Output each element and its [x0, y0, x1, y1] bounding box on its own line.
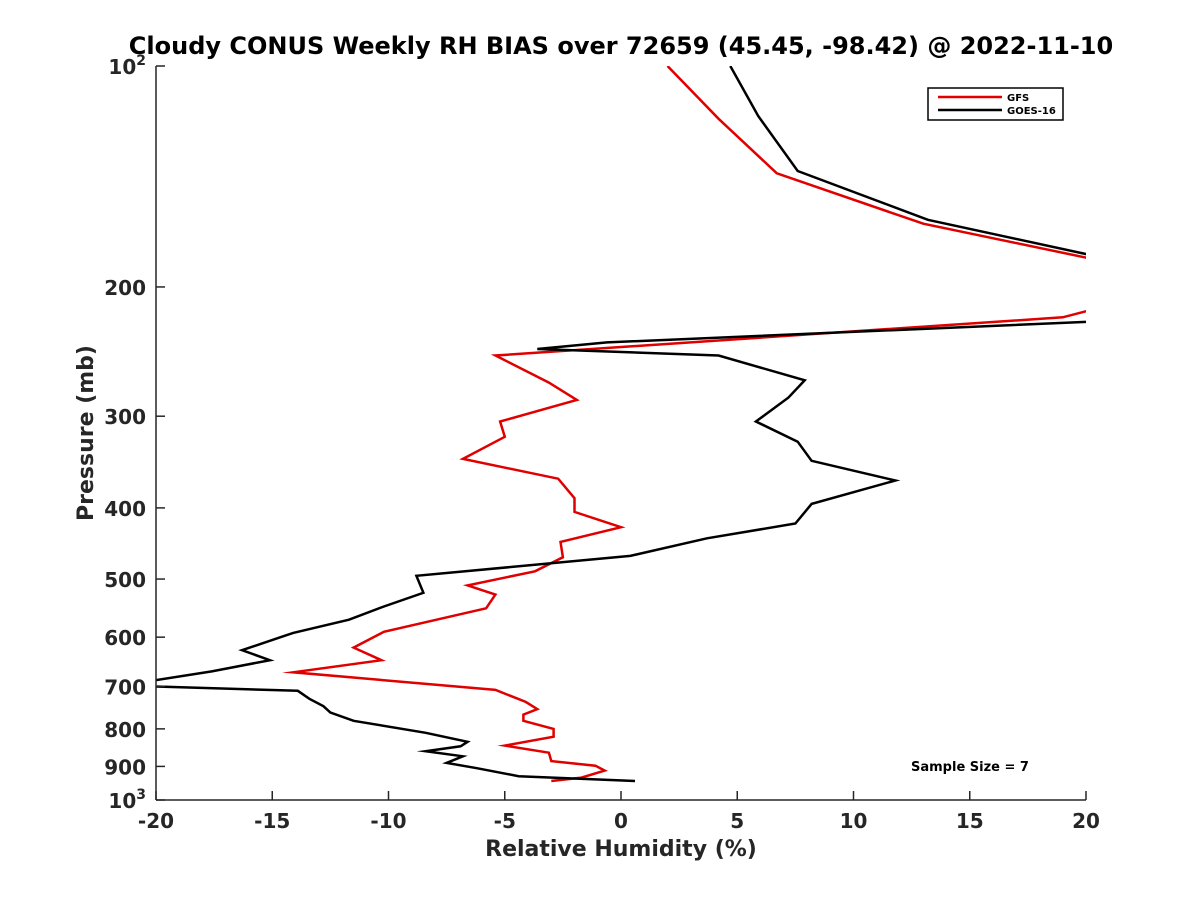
x-tick-label: -20 — [138, 809, 174, 833]
legend: GFS GOES-16 — [927, 87, 1064, 121]
y-tick-label: 300 — [104, 405, 146, 429]
x-tick-label: 15 — [956, 809, 984, 833]
y-tick-label: 600 — [104, 626, 146, 650]
y-tick-label: 700 — [104, 675, 146, 699]
y-tick-label: 102 — [108, 53, 146, 79]
x-tick-label: 20 — [1072, 809, 1100, 833]
y-tick-label: 800 — [104, 718, 146, 742]
y-tick-label: 400 — [104, 497, 146, 521]
series-line-gfs — [281, 66, 1086, 783]
chart-title: Cloudy CONUS Weekly RH BIAS over 72659 (… — [129, 32, 1113, 60]
y-tick-label: 900 — [104, 755, 146, 779]
x-tick-label: -5 — [494, 809, 516, 833]
y-tick-label: 200 — [104, 276, 146, 300]
y-tick-label: 500 — [104, 568, 146, 592]
legend-gfs-label: GFS — [1007, 93, 1029, 104]
x-axis-label: Relative Humidity (%) — [485, 837, 757, 862]
y-tick-label: 103 — [108, 787, 146, 813]
plot-area: -20 -15 -10 -5 0 5 10 15 20 102 200 300 400 500 600 70… — [104, 53, 1100, 833]
x-tick-label: -15 — [254, 809, 290, 833]
x-tick-label: 0 — [614, 809, 628, 833]
x-tick-label: 10 — [840, 809, 868, 833]
x-tick-label: -10 — [370, 809, 406, 833]
y-axis-label: Pressure (mb) — [74, 345, 99, 521]
sample-size-annotation: Sample Size = 7 — [911, 760, 1029, 775]
legend-goes16-label: GOES-16 — [1007, 106, 1056, 117]
x-ticks: -20 -15 -10 -5 0 5 10 15 20 — [138, 791, 1100, 833]
series-line-goes-16 — [156, 66, 1086, 783]
y-ticks: 102 200 300 400 500 600 700 800 900 103 — [104, 53, 165, 813]
legend-box — [927, 87, 1064, 121]
series-layer — [156, 66, 1086, 783]
x-tick-label: 5 — [730, 809, 744, 833]
